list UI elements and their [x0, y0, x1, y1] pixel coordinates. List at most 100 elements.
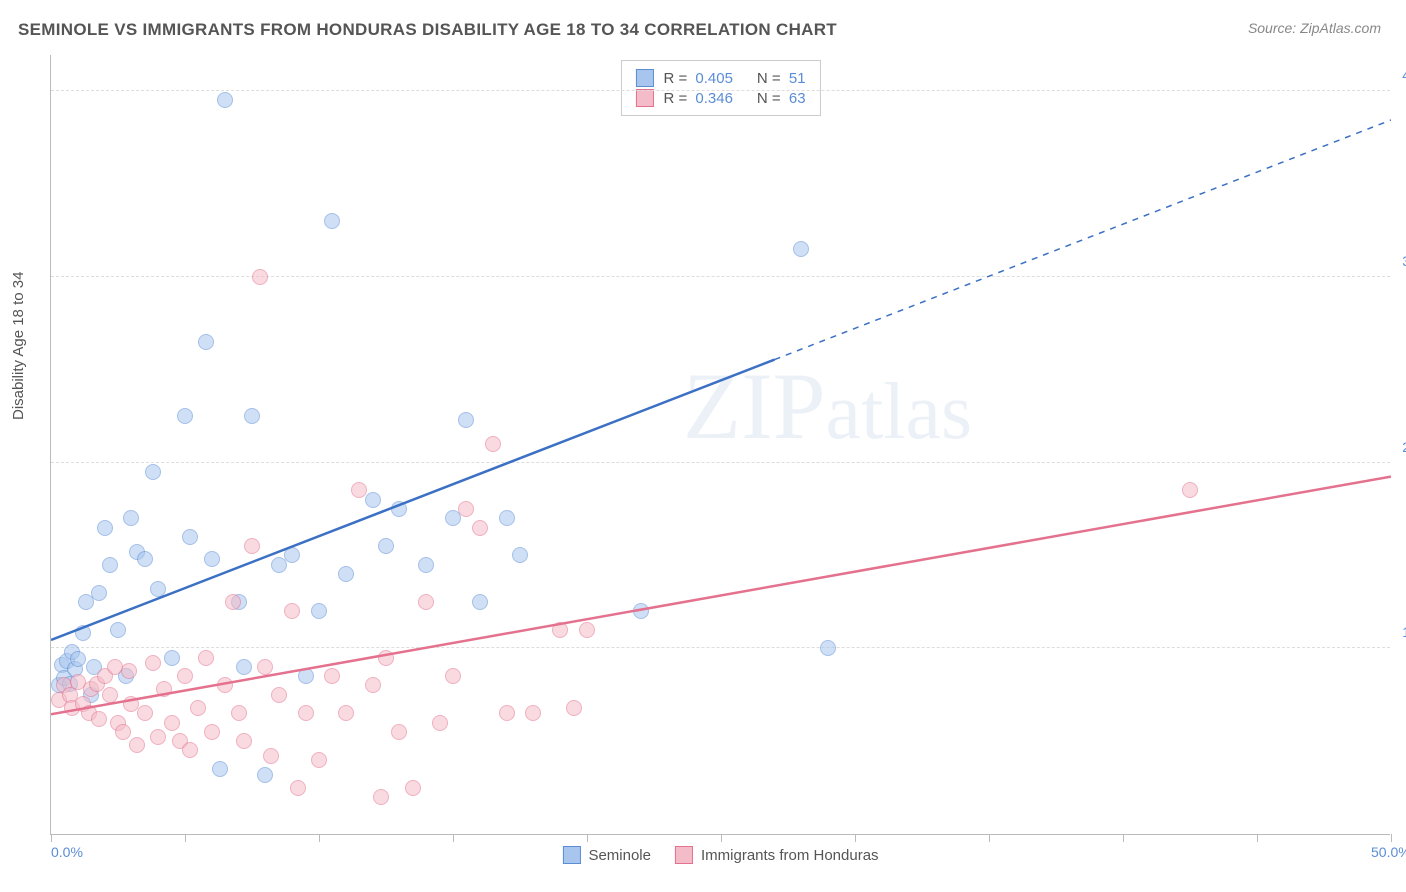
- scatter-point: [217, 92, 233, 108]
- scatter-point: [311, 752, 327, 768]
- legend-swatch: [562, 846, 580, 864]
- scatter-point: [391, 501, 407, 517]
- scatter-point: [552, 622, 568, 638]
- legend-bottom-item: Immigrants from Honduras: [675, 846, 879, 864]
- scatter-point: [298, 705, 314, 721]
- scatter-point: [485, 436, 501, 452]
- scatter-point: [137, 551, 153, 567]
- source-label: Source: ZipAtlas.com: [1248, 20, 1381, 36]
- scatter-point: [512, 547, 528, 563]
- scatter-point: [110, 622, 126, 638]
- scatter-point: [432, 715, 448, 731]
- scatter-point: [820, 640, 836, 656]
- scatter-point: [793, 241, 809, 257]
- scatter-point: [378, 650, 394, 666]
- legend-swatch: [675, 846, 693, 864]
- scatter-point: [418, 594, 434, 610]
- x-tick: [185, 834, 186, 842]
- scatter-point: [298, 668, 314, 684]
- scatter-point: [156, 681, 172, 697]
- scatter-point: [102, 557, 118, 573]
- x-tick-label: 50.0%: [1371, 844, 1406, 860]
- y-tick-label: 40.0%: [1402, 67, 1406, 83]
- scatter-point: [177, 668, 193, 684]
- y-axis-label: Disability Age 18 to 34: [10, 272, 27, 420]
- scatter-point: [236, 733, 252, 749]
- grid-line: [51, 647, 1390, 648]
- scatter-point: [458, 412, 474, 428]
- scatter-point: [373, 789, 389, 805]
- scatter-point: [351, 482, 367, 498]
- scatter-point: [150, 729, 166, 745]
- watermark: ZIPatlas: [683, 351, 972, 461]
- scatter-point: [566, 700, 582, 716]
- scatter-point: [405, 780, 421, 796]
- x-tick: [989, 834, 990, 842]
- scatter-point: [525, 705, 541, 721]
- y-tick-label: 10.0%: [1402, 624, 1406, 640]
- scatter-point: [75, 625, 91, 641]
- scatter-point: [137, 705, 153, 721]
- scatter-point: [499, 705, 515, 721]
- scatter-point: [204, 724, 220, 740]
- scatter-point: [123, 510, 139, 526]
- scatter-point: [231, 705, 247, 721]
- legend-n-label: N = 51: [757, 70, 806, 87]
- scatter-point: [445, 668, 461, 684]
- scatter-point: [311, 603, 327, 619]
- x-tick: [453, 834, 454, 842]
- legend-bottom-item: Seminole: [562, 846, 651, 864]
- scatter-point: [91, 585, 107, 601]
- scatter-point: [198, 650, 214, 666]
- scatter-point: [365, 677, 381, 693]
- grid-line: [51, 90, 1390, 91]
- x-tick: [51, 834, 52, 842]
- scatter-point: [284, 603, 300, 619]
- legend-swatch: [635, 89, 653, 107]
- trend-lines: [51, 55, 1391, 835]
- scatter-point: [257, 659, 273, 675]
- scatter-point: [290, 780, 306, 796]
- scatter-point: [198, 334, 214, 350]
- legend-row: R = 0.405 N = 51: [635, 69, 805, 87]
- scatter-point: [145, 464, 161, 480]
- scatter-point: [121, 663, 137, 679]
- chart-title: SEMINOLE VS IMMIGRANTS FROM HONDURAS DIS…: [18, 20, 837, 40]
- scatter-point: [579, 622, 595, 638]
- scatter-point: [204, 551, 220, 567]
- legend-series-name: Immigrants from Honduras: [701, 847, 879, 864]
- scatter-point: [1182, 482, 1198, 498]
- legend-r-label: R = 0.346: [663, 90, 732, 107]
- x-tick: [319, 834, 320, 842]
- scatter-point: [499, 510, 515, 526]
- scatter-point: [190, 700, 206, 716]
- x-tick: [1391, 834, 1392, 842]
- scatter-point: [70, 651, 86, 667]
- scatter-point: [164, 650, 180, 666]
- scatter-point: [164, 715, 180, 731]
- scatter-point: [391, 724, 407, 740]
- scatter-point: [129, 737, 145, 753]
- x-tick: [587, 834, 588, 842]
- scatter-point: [212, 761, 228, 777]
- scatter-point: [324, 213, 340, 229]
- scatter-point: [365, 492, 381, 508]
- scatter-point: [182, 529, 198, 545]
- scatter-point: [182, 742, 198, 758]
- scatter-point: [102, 687, 118, 703]
- y-tick-label: 30.0%: [1402, 253, 1406, 269]
- legend-r-label: R = 0.405: [663, 70, 732, 87]
- scatter-point: [271, 687, 287, 703]
- legend-swatch: [635, 69, 653, 87]
- scatter-point: [236, 659, 252, 675]
- chart-plot-area: ZIPatlas R = 0.405N = 51R = 0.346N = 63 …: [50, 55, 1390, 835]
- scatter-point: [150, 581, 166, 597]
- scatter-point: [217, 677, 233, 693]
- legend-n-label: N = 63: [757, 90, 806, 107]
- scatter-point: [324, 668, 340, 684]
- scatter-point: [378, 538, 394, 554]
- scatter-point: [458, 501, 474, 517]
- scatter-point: [244, 538, 260, 554]
- scatter-point: [252, 269, 268, 285]
- scatter-point: [145, 655, 161, 671]
